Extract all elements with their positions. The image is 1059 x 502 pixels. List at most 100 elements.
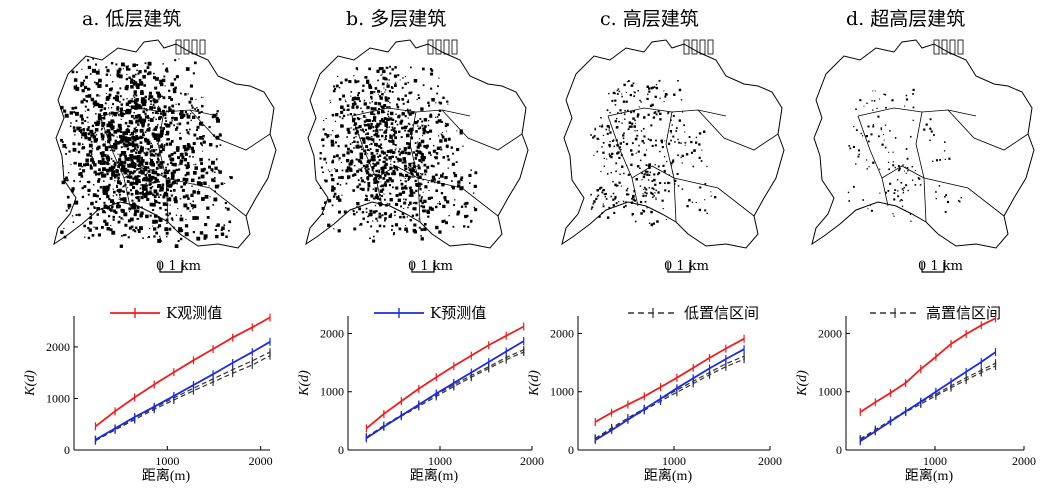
building-dot [416,165,418,167]
building-dot [671,160,675,163]
building-dot [175,180,177,182]
building-dot [87,59,90,62]
building-dot [366,148,369,151]
building-dot [136,167,139,171]
building-dot [677,138,679,141]
building-dot [598,215,601,218]
building-dot [698,208,701,212]
building-dot [119,220,121,223]
building-dot [692,165,695,168]
building-dot [67,203,72,208]
building-dot [380,143,383,146]
building-dot [168,96,172,100]
building-dot [99,186,102,189]
building-dot [125,139,129,143]
building-dot [682,111,684,113]
building-dot [381,184,385,188]
building-dot [211,160,215,165]
building-dot [379,194,381,196]
building-dot [338,159,340,161]
building-dot [102,116,106,120]
building-dot [159,133,163,137]
building-dot [111,145,115,149]
building-dot [140,184,142,186]
building-dot [97,233,101,237]
building-dot [407,129,410,133]
building-dot [367,136,371,141]
building-dot [646,170,649,173]
building-dot [887,190,890,192]
building-dot [360,161,363,165]
building-dot [130,189,133,192]
building-dot [660,141,663,144]
building-dot [866,168,868,170]
building-dot [385,204,388,207]
building-dot [133,90,137,94]
district-boundary [665,111,677,223]
building-dot [392,170,396,173]
x-axis-label: 距离(m) [644,467,693,484]
building-dot [879,98,881,100]
building-dot [411,111,415,115]
building-dot [653,195,655,197]
building-dot [383,153,385,155]
building-dot [446,130,447,132]
building-dot [137,230,141,233]
scalebar-b: 0 1 km [408,256,488,284]
building-dot [648,163,651,166]
building-dot [113,127,115,129]
building-dot [382,69,386,74]
building-dot [417,174,419,177]
building-dot [680,99,683,101]
building-dot [420,107,424,111]
building-dot [166,222,168,224]
building-dot [133,91,135,93]
building-dot [602,151,605,154]
building-dot [218,133,222,137]
building-dot [383,130,388,134]
building-dot [655,197,657,199]
building-dot [345,169,349,173]
building-dot [137,123,140,126]
building-dot [419,118,422,120]
building-dot [211,170,214,173]
pier [427,39,434,55]
building-dot [146,197,150,201]
building-dot [653,178,656,182]
building-dot [206,216,210,219]
building-dot [651,144,654,147]
building-dot [855,129,858,131]
legend-high-ci-swatch [870,307,920,318]
building-dot [111,205,114,208]
building-dot [110,87,113,90]
building-dot [80,137,83,139]
building-dot [330,139,334,143]
building-dot [352,208,354,210]
building-dot [870,209,873,212]
building-dot [381,73,383,75]
building-dot [324,179,328,183]
building-dot [373,91,376,93]
x-axis-label: 距离(m) [410,467,459,484]
building-dot [684,131,686,133]
building-dot [97,83,102,88]
building-dot [652,188,655,190]
building-dot [622,134,625,137]
building-dot [118,134,123,139]
building-dot [124,143,129,148]
building-dot [649,104,653,108]
building-dot [151,171,155,175]
building-dot [374,195,378,199]
building-dot [653,173,656,176]
building-dot [427,181,429,184]
building-dot [627,193,630,196]
building-dot [423,163,427,167]
building-dot [389,198,393,202]
building-dot [103,205,108,209]
building-dot [912,119,914,121]
building-dot [848,145,850,147]
building-dot [224,202,227,205]
building-dot [427,120,430,122]
building-dot [77,142,81,146]
